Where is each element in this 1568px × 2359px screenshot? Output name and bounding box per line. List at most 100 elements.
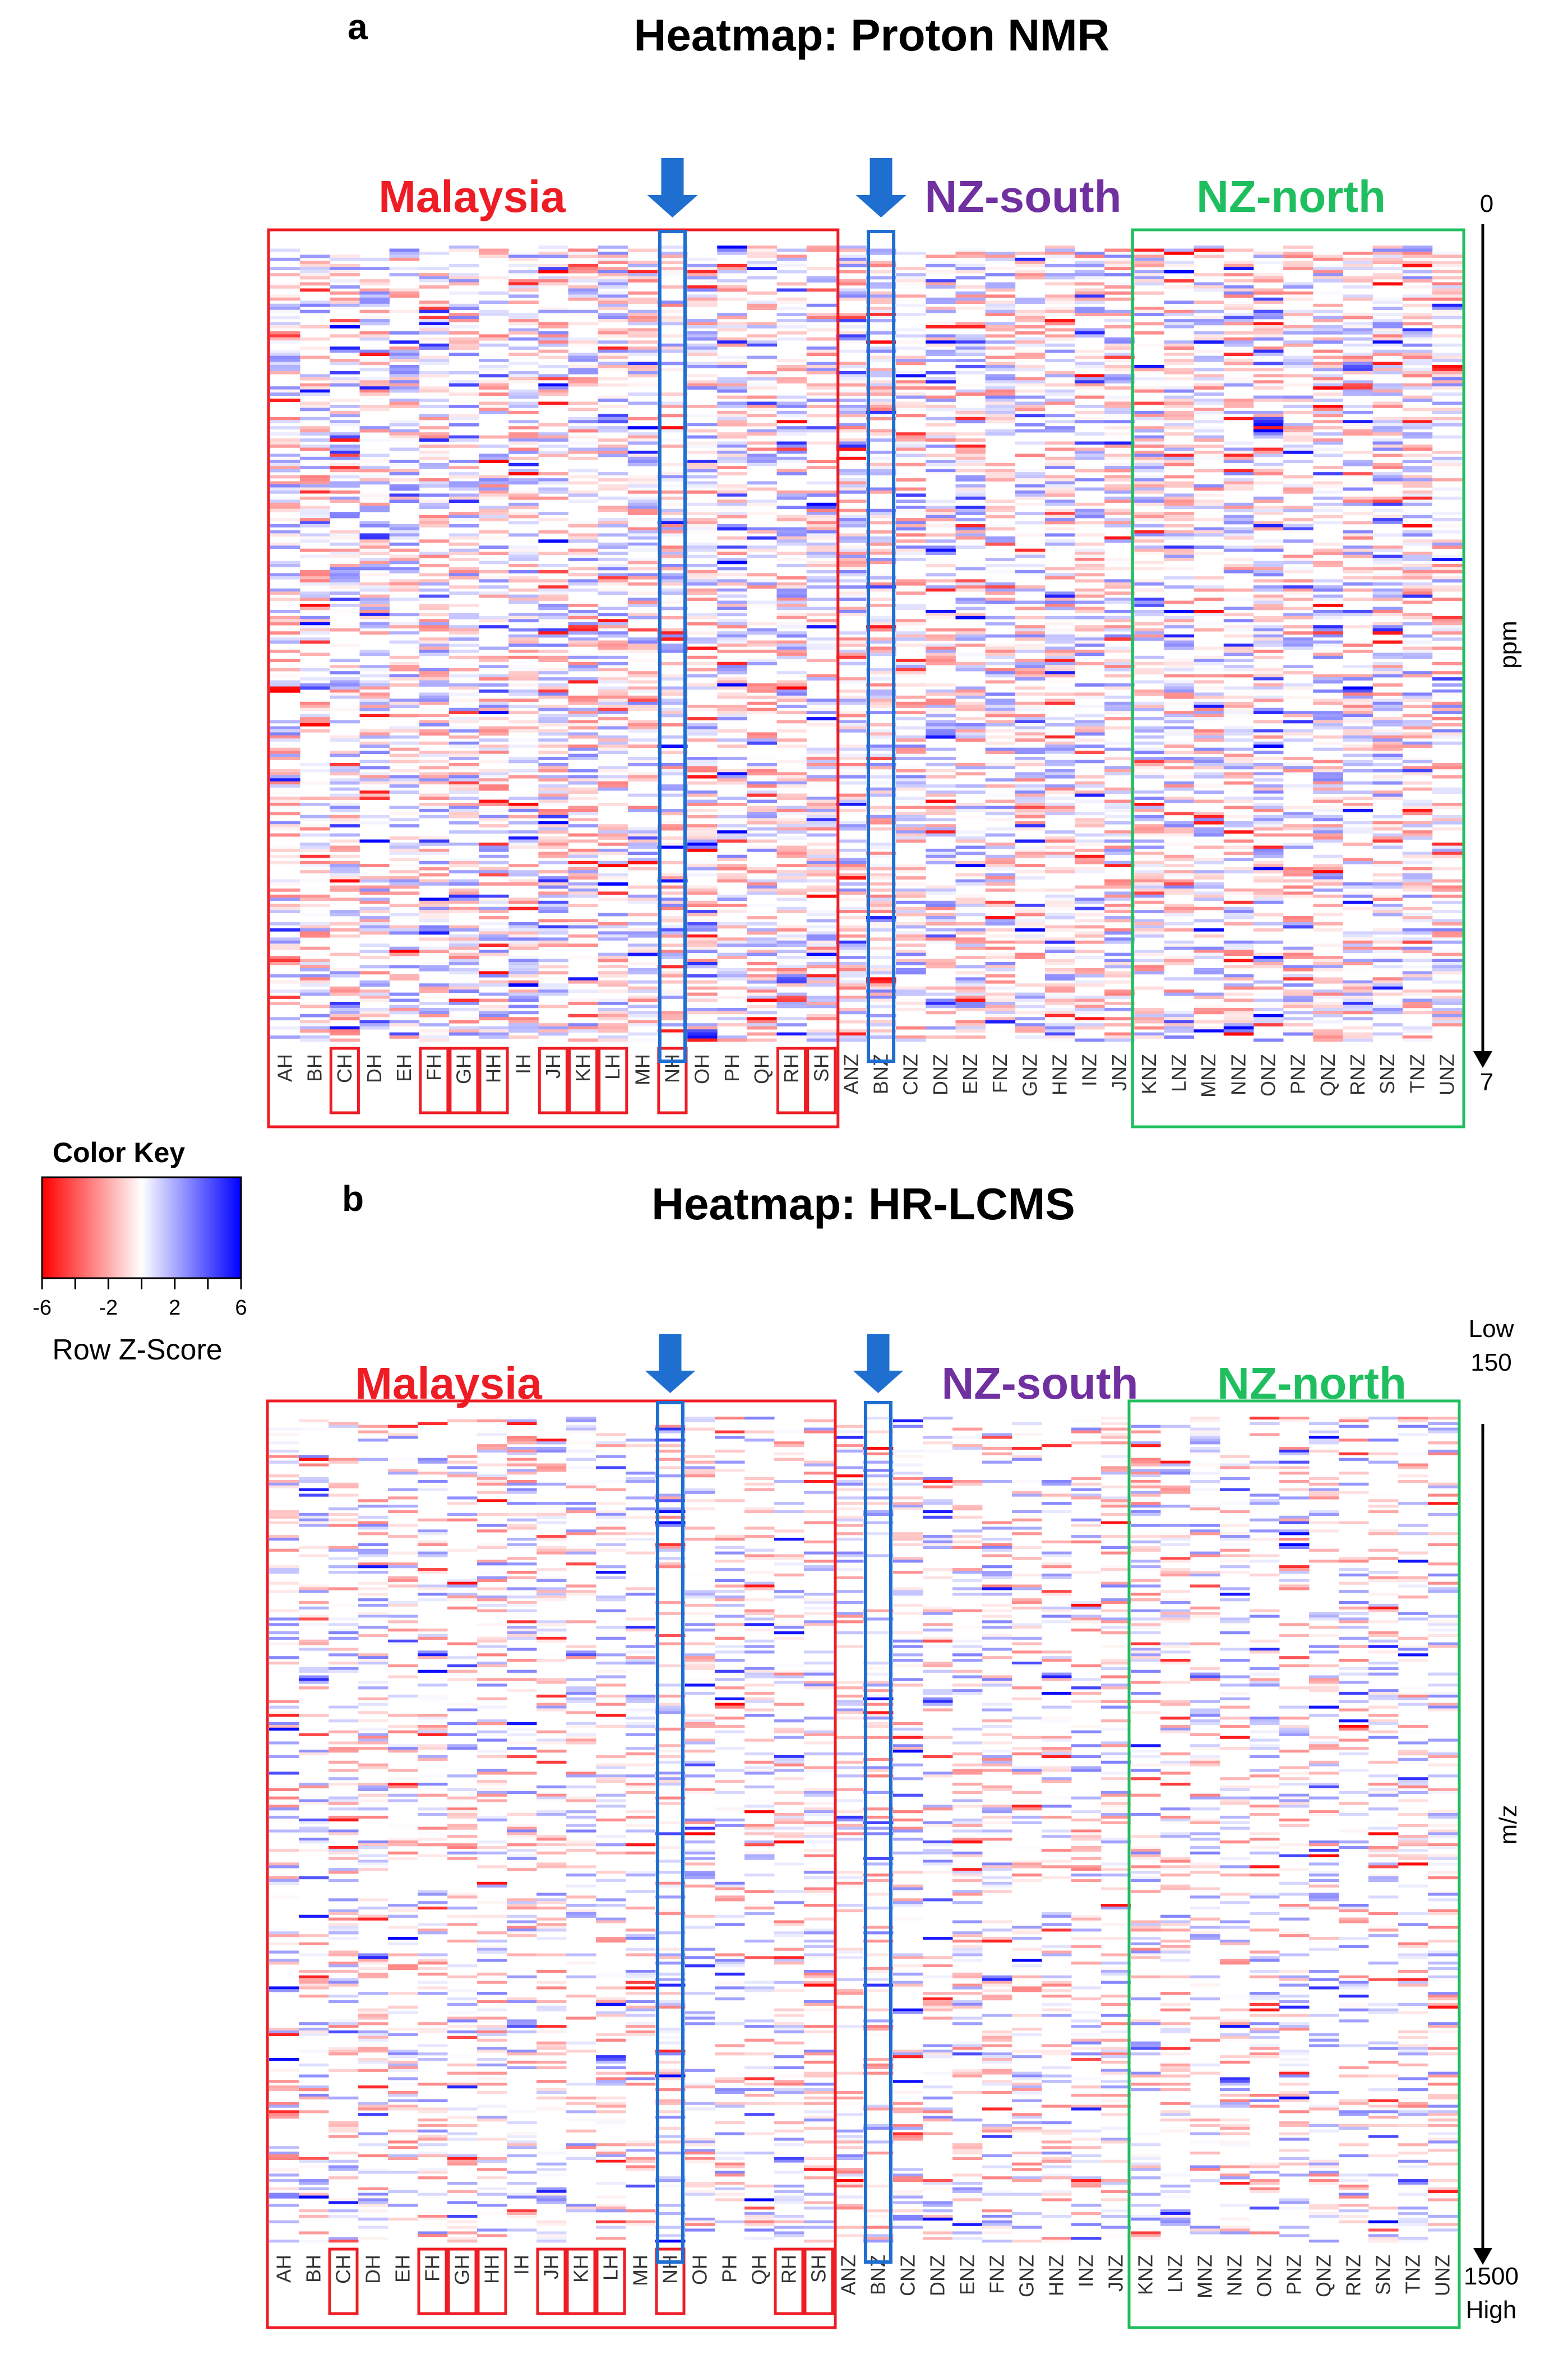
heatmap-cell — [270, 334, 300, 338]
heatmap-cell — [985, 380, 1016, 384]
heatmap-column — [955, 248, 986, 1039]
heatmap-cell — [448, 806, 479, 810]
heatmap-cell — [1044, 888, 1075, 892]
heatmap-cell — [538, 839, 568, 843]
heatmap-cell — [687, 808, 718, 812]
heatmap-cell — [806, 919, 837, 923]
heatmap-cell — [419, 873, 450, 877]
heatmap-cell — [1164, 445, 1195, 448]
heatmap-cell — [270, 797, 300, 800]
heatmap-cell — [747, 1005, 777, 1009]
heatmap-column — [687, 257, 718, 1042]
heatmap-cell — [1044, 604, 1075, 607]
heatmap-cell — [627, 628, 658, 632]
heatmap-cell — [1044, 631, 1075, 635]
heatmap-cell — [926, 683, 956, 687]
heatmap-cell — [836, 567, 867, 571]
heatmap-cell — [627, 775, 658, 779]
heatmap-cell — [330, 1029, 360, 1033]
heatmap-cell — [1164, 609, 1195, 613]
heatmap-cell — [359, 965, 390, 969]
heatmap-cell — [926, 888, 956, 892]
heatmap-cell — [806, 910, 837, 913]
heatmap-cell — [1134, 839, 1164, 843]
heatmap-cell — [627, 279, 658, 283]
heatmap-cell — [955, 1002, 986, 1005]
heatmap-cell — [747, 334, 777, 338]
heatmap-cell — [1223, 337, 1254, 341]
heatmap-cell — [1104, 836, 1135, 840]
heatmap-cell — [359, 291, 390, 295]
heatmap-cell — [836, 438, 867, 442]
heatmap-cell — [330, 484, 360, 488]
heatmap-cell — [419, 359, 450, 362]
heatmap-cell — [985, 420, 1016, 424]
heatmap-cell — [568, 778, 599, 782]
heatmap-cell — [598, 447, 628, 451]
heatmap-cell — [836, 655, 867, 659]
heatmap-column — [866, 248, 896, 1039]
heatmap-cell — [1075, 637, 1105, 641]
heatmap-cell — [955, 806, 986, 810]
heatmap-cell — [926, 539, 956, 543]
heatmap-cell — [538, 496, 568, 500]
heatmap-cell — [985, 634, 1016, 638]
heatmap-cell — [389, 484, 420, 488]
heatmap-cell — [627, 833, 658, 837]
heatmap-cell — [1104, 885, 1135, 889]
heatmap-cell — [419, 267, 450, 270]
heatmap-cell — [955, 506, 986, 509]
heatmap-cell — [687, 588, 718, 592]
heatmap-cell — [1015, 644, 1046, 647]
heatmap-cell — [985, 399, 1016, 402]
heatmap-cell — [538, 686, 568, 690]
heatmap-cell — [1194, 445, 1224, 448]
heatmap-cell — [657, 349, 688, 353]
heatmap-column — [926, 255, 956, 1039]
heatmap-cell — [479, 518, 509, 521]
heatmap-cell — [985, 707, 1016, 711]
heatmap-cell — [1223, 322, 1254, 326]
heatmap-cell — [330, 787, 360, 791]
heatmap-cell — [1044, 490, 1075, 494]
heatmap-cell — [1104, 900, 1135, 904]
heatmap-cell — [300, 818, 330, 822]
heatmap-cell — [270, 854, 300, 858]
heatmap-column — [479, 248, 509, 1039]
heatmap-cell — [1015, 677, 1046, 681]
heatmap-cell — [1223, 891, 1254, 895]
heatmap-cell — [479, 380, 509, 384]
heatmap-cell — [627, 1011, 658, 1015]
heatmap-cell — [836, 316, 867, 320]
heatmap-cell — [836, 414, 867, 418]
heatmap-cell — [776, 539, 807, 543]
heatmap-cell — [448, 744, 479, 748]
heatmap-cell — [806, 766, 837, 770]
heatmap-cell — [1075, 867, 1105, 871]
heatmap-cell — [598, 705, 628, 708]
heatmap-cell — [806, 996, 837, 999]
heatmap-cell — [389, 668, 420, 672]
heatmap-cell — [330, 456, 360, 460]
heatmap-cell — [776, 784, 807, 788]
heatmap-cell — [448, 445, 479, 448]
heatmap-cell — [330, 974, 360, 978]
heatmap-cell — [955, 830, 986, 834]
heatmap-cell — [627, 561, 658, 565]
heatmap-cell — [776, 270, 807, 274]
heatmap-cell — [448, 956, 479, 959]
heatmap-cell — [508, 940, 539, 944]
heatmap-cell — [1134, 410, 1164, 414]
heatmap-cell — [568, 726, 599, 730]
heatmap-cell — [1164, 943, 1195, 947]
heatmap-cell — [330, 671, 360, 674]
heatmap-cell — [300, 438, 330, 442]
heatmap-cell — [1223, 294, 1254, 298]
heatmap-cell — [1075, 383, 1105, 387]
heatmap-cell — [657, 554, 688, 558]
heatmap-cell — [1253, 870, 1284, 873]
heatmap-cell — [330, 469, 360, 473]
heatmap-cell — [1044, 674, 1075, 678]
heatmap-cell — [479, 487, 509, 491]
heatmap-cell — [359, 888, 390, 892]
